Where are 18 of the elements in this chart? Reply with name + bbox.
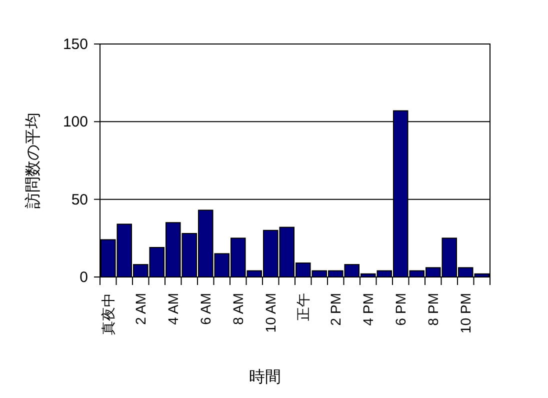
x-tick-label: 2 AM <box>132 293 149 325</box>
x-axis-title: 時間 <box>249 368 281 386</box>
x-tick-label: 10 AM <box>262 293 279 333</box>
x-tick-label: 10 PM <box>458 293 474 334</box>
x-tick-label: 8 AM <box>230 293 246 325</box>
y-tick-label: 50 <box>71 191 88 208</box>
x-tick-label: 6 AM <box>198 293 214 325</box>
y-tick-label: 0 <box>80 269 88 286</box>
x-tick-label: 4 PM <box>360 293 376 326</box>
x-tick-label: 正午 <box>295 293 312 321</box>
x-tick-label: 4 AM <box>165 293 182 325</box>
y-tick-label: 100 <box>62 114 88 131</box>
x-tick-label: 6 PM <box>392 293 409 326</box>
y-axis-title: 訪問数の平均 <box>24 112 42 208</box>
y-tick-label: 150 <box>62 36 88 53</box>
x-tick-label: 真夜中 <box>100 293 116 335</box>
x-tick-label: 8 PM <box>425 293 442 326</box>
x-tick-label: 2 PM <box>328 293 344 326</box>
